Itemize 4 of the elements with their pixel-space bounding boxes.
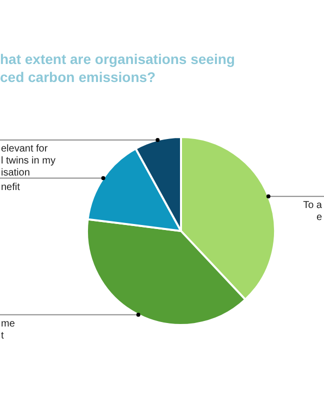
chart-title: hat extent are organisations seeing ced carbon emissions? <box>0 50 235 86</box>
slice-label: me t <box>1 318 16 342</box>
slice-label: nefit <box>1 182 20 193</box>
slice-label: To a e <box>303 200 322 224</box>
